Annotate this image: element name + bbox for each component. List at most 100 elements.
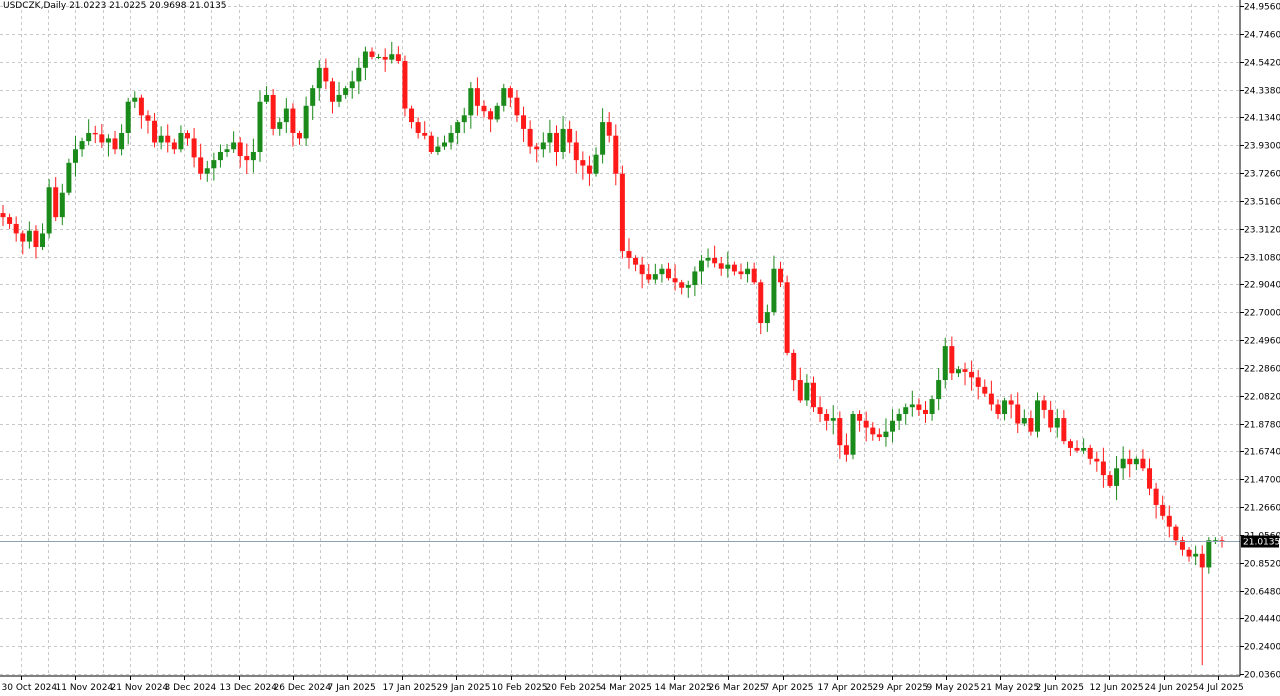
candle-body bbox=[165, 135, 171, 143]
candle-body bbox=[86, 132, 92, 142]
candle-body bbox=[955, 369, 961, 374]
candle-body bbox=[1206, 540, 1212, 568]
candle-body bbox=[857, 413, 863, 421]
candle-body bbox=[1008, 400, 1014, 405]
time-tick-label: 29 Apr 2025 bbox=[873, 683, 929, 693]
price-tick-label: 24.5420 bbox=[1244, 59, 1280, 69]
candle-body bbox=[343, 88, 349, 95]
candle-body bbox=[204, 168, 210, 174]
candle-body bbox=[1120, 458, 1126, 469]
time-tick-label: 12 Jun 2025 bbox=[1090, 683, 1144, 693]
price-tick-label: 21.0560 bbox=[1244, 532, 1280, 542]
time-tick-label: 17 Apr 2025 bbox=[818, 683, 874, 693]
time-tick-label: 10 Feb 2025 bbox=[492, 683, 548, 693]
candle-body bbox=[764, 312, 770, 324]
candle-body bbox=[257, 101, 263, 152]
candle-body bbox=[705, 257, 711, 261]
candle-body bbox=[92, 132, 98, 135]
candle-body bbox=[1107, 475, 1113, 486]
candle-body bbox=[349, 81, 355, 89]
candle-body bbox=[409, 108, 415, 123]
candle-body bbox=[725, 264, 731, 269]
price-tick-label: 20.8520 bbox=[1244, 560, 1280, 570]
price-tick-label: 20.6480 bbox=[1244, 588, 1280, 598]
candle-body bbox=[936, 380, 942, 400]
candle-body bbox=[507, 88, 513, 98]
candle-body bbox=[237, 142, 243, 157]
candle-body bbox=[712, 257, 718, 264]
candle-body bbox=[1114, 468, 1120, 486]
candle-body bbox=[962, 369, 968, 372]
candle-body bbox=[112, 138, 118, 150]
current-price-tag bbox=[1241, 535, 1279, 548]
candle-body bbox=[1219, 540, 1225, 542]
candle-body bbox=[639, 264, 645, 275]
candle-body bbox=[53, 187, 59, 218]
candle-body bbox=[903, 407, 909, 414]
price-tick-label: 21.4700 bbox=[1244, 476, 1280, 486]
chart-header: USDCZK,Daily 21.0223 21.0225 20.9698 21.… bbox=[3, 1, 227, 11]
candle-body bbox=[66, 162, 72, 193]
candle-body bbox=[7, 217, 13, 224]
time-tick-label: 30 Oct 2024 bbox=[2, 683, 58, 693]
time-tick-label: 2 Jun 2025 bbox=[1036, 683, 1084, 693]
price-tick-label: 24.1340 bbox=[1244, 114, 1280, 124]
candle-body bbox=[178, 132, 184, 150]
candle-body bbox=[231, 142, 237, 150]
candle-body bbox=[633, 257, 639, 265]
candle-body bbox=[402, 61, 408, 109]
candle-body bbox=[356, 67, 362, 82]
candle-body bbox=[646, 274, 652, 280]
candle-body bbox=[1028, 418, 1034, 432]
candle-body bbox=[461, 115, 467, 123]
candle-body bbox=[843, 445, 849, 455]
time-tick-label: 4 Mar 2025 bbox=[601, 683, 652, 693]
candle-body bbox=[876, 434, 882, 438]
price-tick-label: 22.4960 bbox=[1244, 337, 1280, 347]
candle-body bbox=[1179, 540, 1185, 550]
candle-body bbox=[1147, 468, 1153, 489]
candle-body bbox=[395, 54, 401, 62]
candle-body bbox=[1035, 400, 1041, 432]
candle-body bbox=[784, 282, 790, 353]
time-tick-label: 17 Jan 2025 bbox=[383, 683, 437, 693]
candle-body bbox=[119, 132, 125, 150]
candle-body bbox=[896, 413, 902, 421]
price-tick-label: 20.2400 bbox=[1244, 643, 1280, 653]
candle-body bbox=[916, 404, 922, 410]
candle-body bbox=[1015, 404, 1021, 424]
price-tick-label: 24.7460 bbox=[1244, 31, 1280, 41]
time-tick-label: 21 May 2025 bbox=[981, 683, 1040, 693]
candle-body bbox=[422, 132, 428, 136]
candle-body bbox=[619, 173, 625, 252]
candle-body bbox=[191, 138, 197, 158]
candle-body bbox=[244, 156, 250, 161]
candle-body bbox=[323, 67, 329, 82]
candle-body bbox=[975, 377, 981, 387]
candle-body bbox=[1212, 540, 1218, 542]
time-tick-label: 4 Jul 2025 bbox=[1199, 683, 1244, 693]
candle-body bbox=[283, 108, 289, 123]
candle-body bbox=[830, 418, 836, 421]
price-tick-label: 23.5160 bbox=[1244, 198, 1280, 208]
candle-body bbox=[415, 122, 421, 133]
time-tick-label: 21 Nov 2024 bbox=[111, 683, 169, 693]
candle-body bbox=[613, 135, 619, 174]
price-tick-label: 21.2660 bbox=[1244, 504, 1280, 514]
candle-body bbox=[1067, 441, 1073, 448]
candle-body bbox=[745, 268, 751, 275]
candle-body bbox=[217, 151, 223, 161]
candle-body bbox=[362, 51, 368, 68]
time-tick-label: 7 Jan 2025 bbox=[328, 683, 376, 693]
candle-body bbox=[33, 230, 39, 248]
price-tick-label: 22.9040 bbox=[1244, 281, 1280, 291]
candle-body bbox=[145, 115, 151, 121]
candle-body bbox=[198, 157, 204, 174]
price-tick-label: 22.2860 bbox=[1244, 365, 1280, 375]
candle-body bbox=[1061, 418, 1067, 442]
candle-body bbox=[804, 382, 810, 401]
candle-body bbox=[1041, 400, 1047, 410]
price-axis: 24.9560 24.7460 24.5420 24.3380 24.1340 23.93… bbox=[1239, 0, 1280, 681]
candle-body bbox=[909, 404, 915, 408]
